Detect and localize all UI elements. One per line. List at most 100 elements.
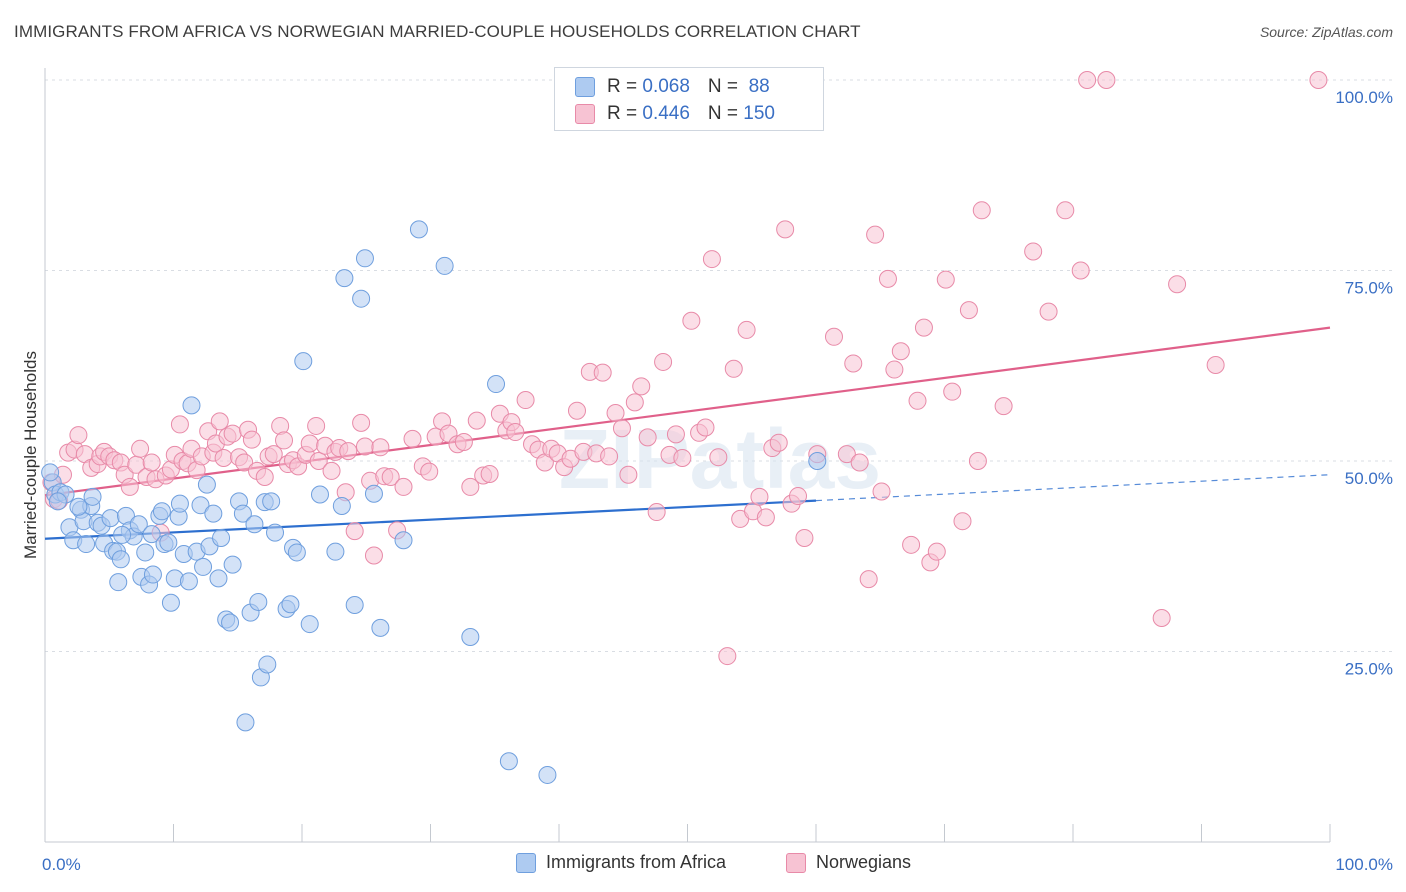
point-immigrants-from-africa [335,269,354,288]
point-immigrants-from-africa [152,502,171,521]
points-immigrants-from-africa [41,220,827,784]
point-immigrants-from-africa [266,523,285,542]
point-norwegians [776,220,795,239]
point-immigrants-from-africa [281,595,300,614]
legend-row-pink: R = 0.446 N = 150 [575,102,775,126]
point-immigrants-from-africa [310,485,329,504]
legend-r-value-blue: 0.068 [642,76,690,97]
point-norwegians [709,448,728,467]
point-norwegians [480,464,499,483]
point-norwegians [1097,71,1116,89]
point-norwegians [214,448,233,467]
bottom-legend-pink: Norwegians [786,852,911,873]
bottom-legend-swatch-blue [516,852,536,873]
point-norwegians [647,503,666,522]
tick-labels: 25.0% 50.0% 75.0% 100.0% 0.0% 100.0% [42,88,1393,874]
point-norwegians [352,413,371,432]
legend-n-label: N = [707,76,744,97]
point-norwegians [994,397,1013,416]
point-norwegians [467,411,486,430]
point-immigrants-from-africa [287,543,306,562]
point-norwegians [255,468,274,487]
point-norwegians [381,468,400,487]
point-norwegians [789,487,808,506]
bottom-legend-label-blue: Immigrants from Africa [546,852,727,872]
point-norwegians [264,445,283,464]
legend-n-value-pink: 150 [743,103,775,124]
point-norwegians [1039,302,1058,321]
point-norwegians [131,439,150,458]
point-immigrants-from-africa [223,555,242,574]
point-immigrants-from-africa [179,572,198,591]
point-norwegians [638,428,657,447]
point-norwegians [625,393,644,412]
point-norwegians [1078,71,1097,89]
point-immigrants-from-africa [221,613,240,632]
point-norwegians [1309,71,1328,89]
point-norwegians [872,482,891,501]
point-norwegians [878,269,897,288]
point-immigrants-from-africa [461,628,480,647]
points-norwegians [42,71,1328,666]
point-immigrants-from-africa [69,497,88,516]
point-immigrants-from-africa [245,515,264,534]
point-norwegians [850,453,869,472]
point-immigrants-from-africa [371,618,390,637]
point-norwegians [1024,242,1043,261]
point-immigrants-from-africa [83,487,102,506]
y-tick-label: 100.0% [1335,88,1393,107]
point-norwegians [866,225,885,244]
point-immigrants-from-africa [109,573,128,592]
point-norwegians [769,433,788,452]
point-norwegians [943,382,962,401]
point-immigrants-from-africa [111,550,130,569]
point-norwegians [702,250,721,269]
point-immigrants-from-africa [159,533,178,552]
point-norwegians [606,403,625,422]
point-norwegians [1168,275,1187,294]
gridlines [45,79,1392,652]
point-norwegians [242,430,261,449]
point-norwegians [593,363,612,382]
bottom-legend-label-pink: Norwegians [816,852,912,872]
point-norwegians [696,418,715,437]
legend-swatch-pink [575,104,595,124]
point-norwegians [403,429,422,448]
y-tick-label: 50.0% [1345,469,1393,488]
point-norwegians [654,352,673,371]
legend-n-value-blue: 88 [743,76,770,97]
trend-line-blue-solid [44,499,817,540]
point-norwegians [235,453,254,472]
legend-n-label: N = [707,103,744,124]
point-immigrants-from-africa [352,289,371,308]
point-immigrants-from-africa [487,375,506,394]
point-norwegians [364,546,383,565]
point-norwegians [859,570,878,589]
point-norwegians [795,528,814,547]
point-norwegians [516,391,535,410]
point-norwegians [953,512,972,531]
point-norwegians [891,342,910,361]
point-norwegians [142,453,161,472]
point-immigrants-from-africa [355,249,374,268]
legend-row-blue: R = 0.068 N = 88 [575,75,770,99]
bottom-legend-blue: Immigrants from Africa [516,852,726,873]
point-norwegians [914,318,933,337]
point-norwegians [1056,201,1075,220]
point-norwegians [420,462,439,481]
point-norwegians [718,647,737,666]
trend-line-blue [44,474,1331,540]
point-immigrants-from-africa [364,484,383,503]
point-norwegians [908,391,927,410]
point-norwegians [824,327,843,346]
point-norwegians [959,301,978,320]
point-immigrants-from-africa [262,492,281,511]
point-immigrants-from-africa [294,352,313,371]
point-norwegians [345,522,364,541]
point-norwegians [927,542,946,561]
point-immigrants-from-africa [300,615,319,634]
point-norwegians [355,437,374,456]
legend-r-value-pink: 0.446 [642,103,690,124]
point-immigrants-from-africa [182,396,201,415]
